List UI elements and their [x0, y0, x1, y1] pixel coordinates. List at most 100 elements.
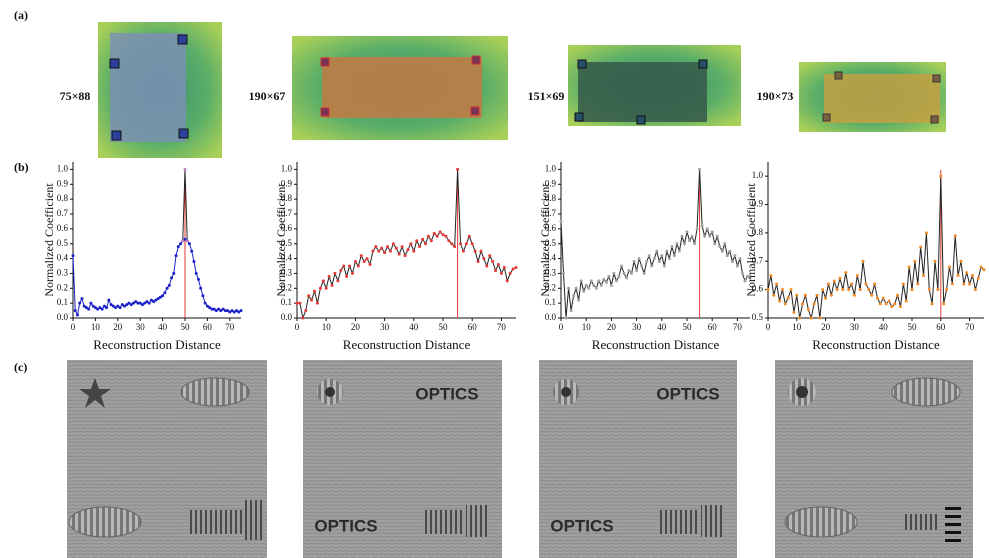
x-tick-label: 20	[607, 322, 617, 332]
data-point	[315, 301, 319, 305]
data-point	[183, 237, 187, 241]
data-point	[650, 264, 654, 268]
data-point	[196, 277, 200, 281]
data-point	[172, 271, 176, 275]
data-point	[821, 288, 825, 292]
y-tick-label: 0.5	[281, 238, 293, 248]
data-point	[491, 260, 495, 264]
y-tick-label: 0.6	[281, 223, 293, 233]
y-tick-label: 0.6	[752, 284, 764, 294]
data-point	[415, 239, 419, 243]
data-point	[386, 245, 390, 249]
y-axis-title: Normalized Coefficient	[42, 183, 56, 297]
data-point	[203, 301, 207, 305]
data-point	[772, 293, 776, 297]
data-point	[310, 298, 314, 302]
data-point	[98, 306, 102, 310]
data-point	[73, 309, 77, 313]
data-point	[214, 309, 218, 313]
data-point	[677, 249, 681, 253]
y-axis-title: Normalized Coefficient	[744, 183, 758, 297]
data-point	[205, 304, 209, 308]
data-point	[114, 306, 118, 310]
y-tick-label: 0.0	[281, 312, 293, 322]
data-point	[111, 304, 115, 308]
data-point	[383, 251, 387, 255]
data-point	[109, 303, 113, 307]
data-point	[881, 296, 885, 300]
data-point	[723, 242, 727, 246]
y-tick-label: 0.8	[57, 193, 69, 203]
data-point	[505, 279, 509, 283]
data-point	[96, 307, 100, 311]
data-point	[494, 268, 498, 272]
reconstruction-image	[539, 360, 737, 558]
data-point	[577, 298, 581, 302]
data-point	[388, 249, 392, 253]
data-point	[660, 254, 664, 258]
data-point	[850, 282, 854, 286]
data-point	[604, 280, 608, 284]
data-point	[594, 286, 598, 290]
data-point	[149, 298, 153, 302]
data-point	[688, 239, 692, 243]
data-point	[482, 257, 486, 261]
data-point	[947, 265, 951, 269]
data-point	[441, 233, 445, 237]
x-tick-label: 40	[657, 322, 667, 332]
x-axis-title: Reconstruction Distance	[93, 337, 221, 352]
y-tick-label: 0.5	[545, 238, 557, 248]
y-tick-label: 0.7	[545, 208, 557, 218]
data-point	[579, 279, 583, 283]
data-point	[82, 304, 86, 308]
panel-label: (c)	[14, 360, 27, 374]
reconstruction-text: OPTICS	[550, 516, 613, 535]
data-point	[956, 273, 960, 277]
series-line	[767, 176, 985, 320]
y-tick-label: 0.5	[57, 238, 69, 248]
data-point	[450, 242, 454, 246]
data-point	[190, 249, 194, 253]
data-point	[467, 234, 471, 238]
data-point	[473, 249, 477, 253]
data-point	[968, 282, 972, 286]
data-point	[514, 265, 518, 269]
data-point	[795, 293, 799, 297]
x-tick-label: 0	[295, 322, 300, 332]
data-point	[801, 302, 805, 306]
data-point	[835, 288, 839, 292]
data-point	[612, 271, 616, 275]
data-point	[397, 252, 401, 256]
data-point	[199, 286, 203, 290]
data-point	[333, 271, 337, 275]
data-point	[973, 288, 977, 292]
size-label: 190×73	[757, 89, 794, 103]
data-point	[400, 245, 404, 249]
x-tick-label: 20	[113, 322, 123, 332]
data-point	[607, 274, 611, 278]
data-point	[806, 307, 810, 311]
data-point	[107, 298, 111, 302]
data-point	[91, 304, 95, 308]
data-point	[336, 279, 340, 283]
data-point	[939, 174, 943, 178]
data-point	[662, 264, 666, 268]
data-point	[587, 286, 591, 290]
y-tick-label: 0.7	[281, 208, 293, 218]
data-point	[933, 259, 937, 263]
data-point	[614, 279, 618, 283]
data-point	[409, 242, 413, 246]
data-point	[693, 242, 697, 246]
data-point	[919, 245, 923, 249]
data-point	[313, 289, 317, 293]
data-point	[87, 307, 91, 311]
x-tick-label: 60	[468, 322, 478, 332]
data-point	[907, 265, 911, 269]
series-line	[297, 169, 517, 320]
data-point	[330, 283, 334, 287]
data-point	[922, 273, 926, 277]
data-point	[187, 242, 191, 246]
data-point	[861, 259, 865, 263]
data-point	[803, 293, 807, 297]
data-point	[163, 291, 167, 295]
